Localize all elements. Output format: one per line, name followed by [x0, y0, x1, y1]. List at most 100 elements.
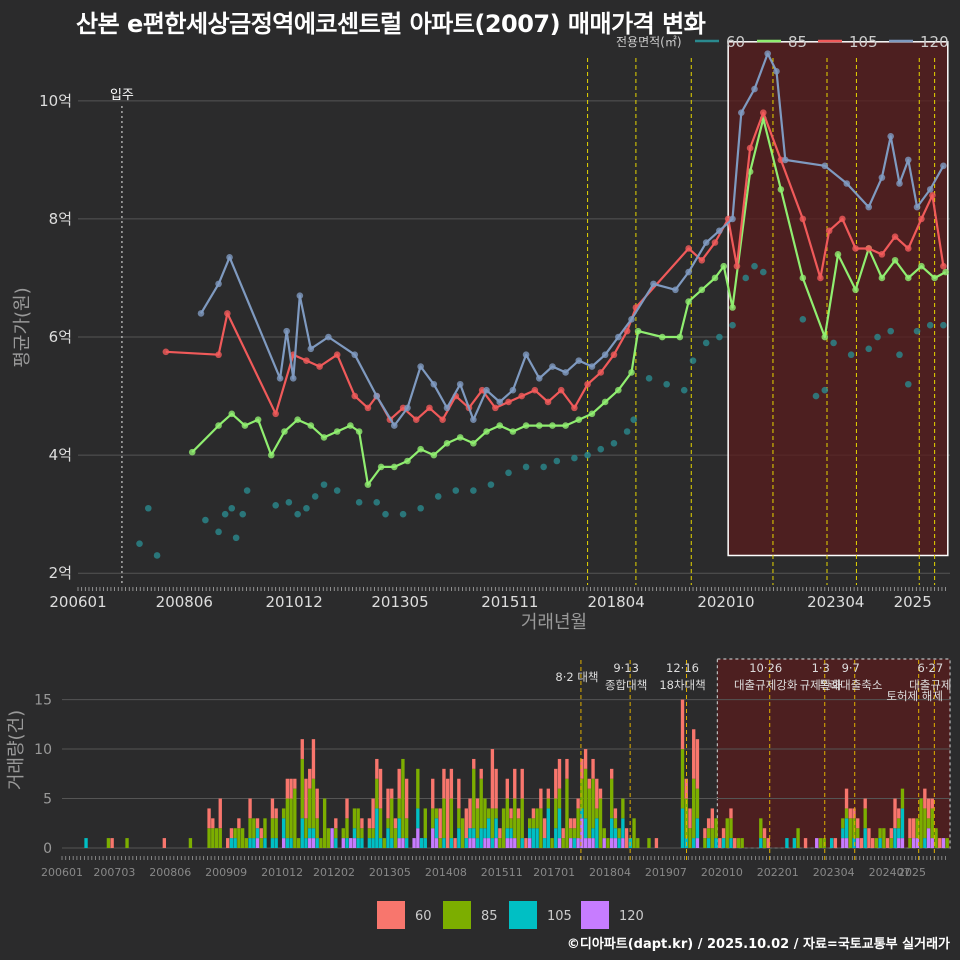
- volume-bar: [505, 798, 509, 829]
- point-85: [320, 434, 328, 441]
- point-85: [522, 422, 530, 429]
- volume-bar: [281, 808, 286, 819]
- point-60: [729, 321, 736, 329]
- volume-bar: [401, 838, 405, 848]
- volume-bar: [550, 838, 554, 848]
- x-tick-label: 201305: [371, 593, 428, 611]
- point-85: [549, 422, 556, 429]
- volume-bar: [434, 838, 439, 848]
- volume-bar: [211, 828, 215, 848]
- point-120: [601, 351, 609, 359]
- point-85: [634, 327, 642, 335]
- point-120: [672, 286, 679, 294]
- point-85: [430, 451, 438, 459]
- point-85: [904, 274, 912, 282]
- policy-label: 종합대책: [605, 678, 647, 692]
- point-120: [443, 404, 451, 412]
- point-105: [426, 404, 433, 412]
- point-105: [215, 351, 222, 359]
- volume-bar: [580, 778, 584, 809]
- volume-bar: [688, 808, 692, 829]
- volume-bar: [218, 798, 222, 829]
- volume-bar: [490, 749, 495, 809]
- point-85: [443, 439, 451, 447]
- volume-bar: [319, 838, 323, 848]
- volume-bar: [263, 818, 267, 839]
- volume-bar: [378, 768, 383, 809]
- point-105: [364, 404, 372, 412]
- volume-bar: [516, 808, 521, 819]
- volume-highlight-box: [716, 658, 951, 849]
- point-60: [663, 380, 670, 388]
- volume-bar: [486, 808, 491, 819]
- volume-bar: [792, 838, 797, 848]
- point-85: [333, 428, 341, 435]
- point-85: [188, 448, 196, 456]
- volume-bar: [945, 838, 949, 848]
- volume-bar: [483, 798, 487, 829]
- point-105: [557, 386, 565, 394]
- volume-bar: [926, 828, 931, 848]
- volume-bar: [308, 768, 312, 789]
- volume-bar: [468, 828, 472, 839]
- volume-bar: [393, 828, 398, 848]
- volume-bar: [416, 808, 420, 829]
- volume-bar: [445, 778, 450, 848]
- volume-bar: [621, 838, 625, 848]
- volume-bar: [915, 818, 920, 839]
- volume-bar: [255, 828, 260, 839]
- point-85: [456, 434, 464, 441]
- y-tick-label: 6억: [49, 328, 72, 346]
- volume-bar: [923, 788, 927, 809]
- volume-bar: [815, 838, 819, 848]
- point-120: [325, 333, 332, 341]
- volume-bar: [591, 758, 595, 779]
- point-85: [878, 274, 886, 282]
- point-85: [377, 463, 385, 471]
- point-60: [373, 499, 381, 506]
- volume-bar: [841, 828, 845, 839]
- volume-bar: [844, 818, 849, 839]
- point-120: [615, 333, 622, 341]
- volume-bar: [311, 739, 316, 779]
- volume-bar: [371, 828, 375, 839]
- volume-bar: [721, 828, 726, 839]
- volume-bar: [531, 808, 536, 819]
- volume-bar: [207, 808, 211, 829]
- volume-bar: [613, 818, 618, 829]
- volume-bar: [897, 838, 901, 848]
- volume-bar: [829, 838, 834, 848]
- point-105: [852, 245, 859, 252]
- point-85: [698, 286, 706, 294]
- volume-bar: [539, 788, 543, 809]
- volume-bar: [382, 838, 386, 848]
- point-85: [720, 262, 728, 270]
- volume-legend: 60 85 105 120: [377, 901, 644, 929]
- volume-bar: [263, 838, 267, 848]
- price-line-chart: 입주 2억 4억 6억 8억 10억 200601 200806 201012 201305 20…: [12, 33, 950, 633]
- volume-bar: [475, 808, 480, 839]
- volume-bar: [375, 758, 379, 779]
- volume-bar: [766, 838, 770, 848]
- volume-bar: [244, 838, 249, 848]
- volume-bar: [729, 818, 733, 839]
- point-105: [698, 256, 706, 264]
- volume-bar: [725, 818, 729, 848]
- volume-bar: [513, 838, 517, 848]
- volume-bar: [390, 798, 394, 839]
- volume-bar: [621, 818, 625, 839]
- point-60: [470, 487, 477, 494]
- volume-x-tick-label: 201907: [645, 866, 687, 879]
- point-105: [597, 369, 605, 376]
- volume-bar: [386, 818, 390, 829]
- volume-bar: [404, 778, 409, 819]
- volume-bar: [457, 828, 461, 848]
- volume-bar: [583, 768, 588, 819]
- point-120: [562, 369, 569, 376]
- point-120: [843, 180, 851, 187]
- point-120: [390, 422, 398, 429]
- volume-x-tick-label: 201701: [533, 866, 575, 879]
- volume-bar: [841, 838, 845, 848]
- volume-bar: [692, 778, 696, 839]
- volume-bar: [542, 838, 547, 848]
